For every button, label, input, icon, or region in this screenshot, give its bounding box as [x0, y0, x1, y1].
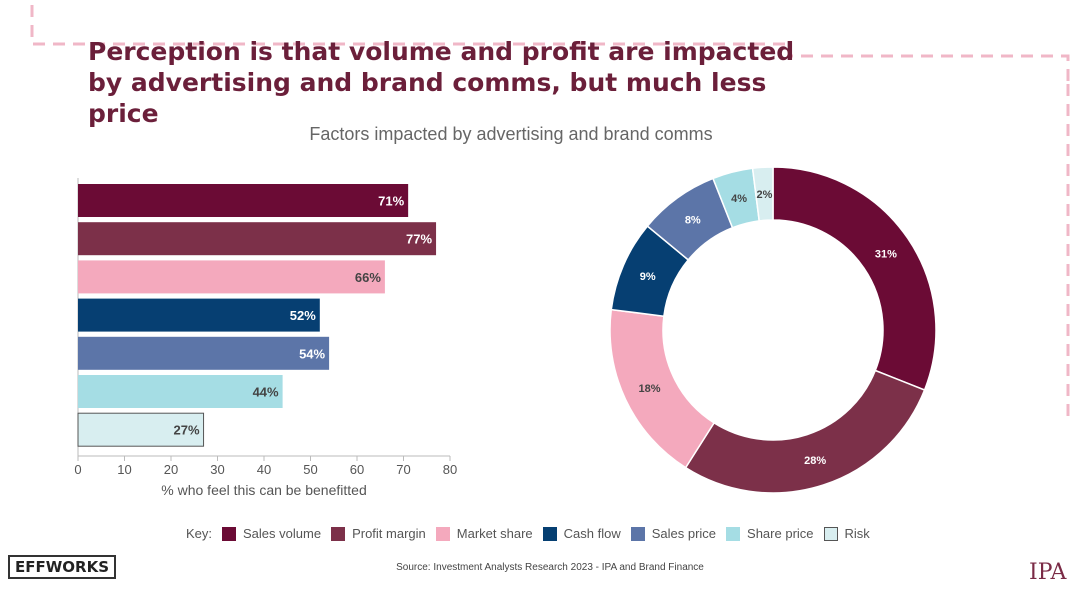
bar-data-label: 27% — [174, 423, 200, 438]
slice-data-label: 8% — [685, 215, 701, 227]
legend-swatch — [435, 526, 450, 541]
x-tick-label: 0 — [74, 462, 81, 477]
bar-data-label: 66% — [355, 270, 381, 285]
x-tick-label: 50 — [303, 462, 317, 477]
legend-swatch — [630, 526, 645, 541]
legend-swatch — [222, 526, 237, 541]
legend-label: Market share — [456, 526, 533, 541]
legend-item: Market share — [435, 526, 533, 541]
x-tick-label: 30 — [210, 462, 224, 477]
legend-item: Share price — [726, 526, 814, 541]
legend-swatch — [823, 526, 838, 541]
bar-sales-volume — [78, 184, 409, 217]
legend-label: Profit margin — [352, 526, 426, 541]
bar-market-share — [78, 260, 385, 294]
slice-data-label: 31% — [875, 248, 897, 260]
effworks-logo: EFFWORKS — [8, 555, 117, 579]
legend-label: Sales volume — [243, 526, 322, 541]
x-tick-label: 20 — [164, 462, 178, 477]
legend-swatch — [331, 526, 346, 541]
legend-item: Profit margin — [331, 526, 426, 541]
ipa-logo: IPA — [1029, 560, 1067, 585]
slice-data-label: 4% — [731, 193, 747, 205]
x-tick-label: 70 — [396, 462, 410, 477]
top-dashed-line — [30, 5, 1070, 84]
slice-profit-margin — [684, 369, 926, 494]
slice-sales-volume — [772, 166, 937, 391]
bar-data-label: 54% — [299, 346, 325, 361]
legend-label: Cash flow — [563, 526, 621, 541]
chart-subtitle: Factors impacted by advertising and bran… — [309, 124, 713, 144]
slice-risk — [751, 166, 774, 222]
legend-item: Risk — [823, 526, 870, 541]
legend-label: Sales price — [651, 526, 717, 541]
bar-data-label: 52% — [290, 308, 316, 323]
slice-data-label: 2% — [756, 189, 772, 201]
slice-market-share — [609, 308, 716, 469]
bar-data-label: 77% — [406, 232, 432, 247]
slice-data-label: 18% — [638, 383, 660, 395]
x-tick-label: 10 — [117, 462, 131, 477]
legend-key-label: Key: — [186, 526, 213, 541]
legend-item: Sales volume — [222, 526, 321, 541]
legend: Key: Sales volume Profit margin Market sha… — [186, 526, 880, 541]
bar-sales-price — [78, 336, 330, 370]
page-title: Perception is that volume and profit are… — [88, 37, 795, 128]
bar-chart-xlabel: % who feel this can be benefitted — [161, 482, 367, 498]
bar-data-label: 44% — [253, 385, 279, 400]
legend-label: Risk — [844, 526, 870, 541]
source-note: Source: Investment Analysts Research 202… — [396, 562, 704, 573]
x-tick-label: 80 — [443, 462, 457, 477]
slice-data-label: 28% — [804, 455, 826, 467]
bar-cash-flow — [78, 298, 320, 332]
slice-data-label: 9% — [640, 271, 656, 283]
legend-item: Cash flow — [542, 526, 621, 541]
bar-share-price — [78, 375, 283, 408]
bar-profit-margin — [78, 222, 437, 256]
x-tick-label: 40 — [257, 462, 271, 477]
x-tick-label: 60 — [350, 462, 364, 477]
bar-data-label: 71% — [378, 194, 404, 209]
legend-swatch — [726, 526, 741, 541]
legend-swatch — [542, 526, 557, 541]
legend-item: Sales price — [630, 526, 717, 541]
bar-risk — [77, 412, 205, 447]
legend-label: Share price — [747, 526, 814, 541]
